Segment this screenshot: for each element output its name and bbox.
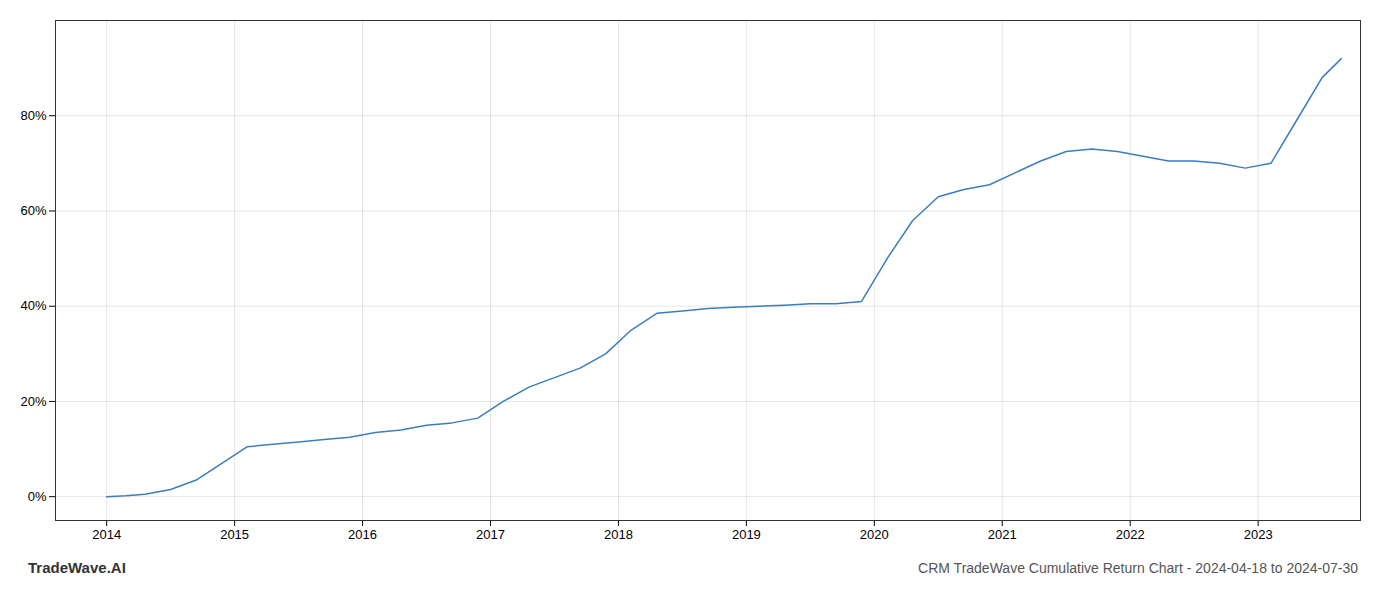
svg-text:2014: 2014	[92, 527, 121, 542]
svg-text:2016: 2016	[348, 527, 377, 542]
svg-text:2023: 2023	[1244, 527, 1273, 542]
svg-text:2019: 2019	[732, 527, 761, 542]
html-text:CRM TradeWave Cumulative Retur: CRM TradeWave Cumulative Return Chart - …	[918, 560, 1358, 576]
svg-text:0%: 0%	[28, 489, 47, 504]
svg-text:2022: 2022	[1116, 527, 1145, 542]
svg-text:2020: 2020	[860, 527, 889, 542]
svg-text:2015: 2015	[220, 527, 249, 542]
svg-text:80%: 80%	[20, 108, 46, 123]
html-text:TradeWave.AI: TradeWave.AI	[28, 559, 126, 576]
svg-text:40%: 40%	[20, 298, 46, 313]
svg-text:2018: 2018	[604, 527, 633, 542]
svg-text:20%: 20%	[20, 394, 46, 409]
svg-text:2021: 2021	[988, 527, 1017, 542]
svg-text:2017: 2017	[476, 527, 505, 542]
svg-text:60%: 60%	[20, 203, 46, 218]
